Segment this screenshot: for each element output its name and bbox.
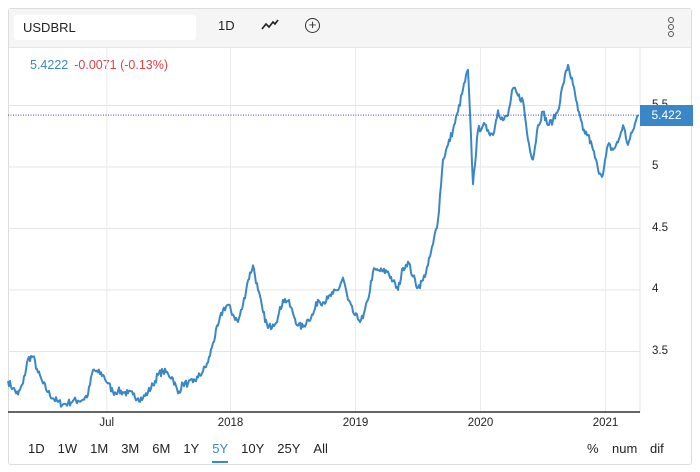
symbol-input[interactable] [14, 15, 196, 40]
kebab-menu-icon[interactable] [668, 17, 674, 38]
line-chart-icon[interactable] [261, 19, 279, 34]
range-5y[interactable]: 5Y [212, 441, 229, 463]
range-3m[interactable]: 3M [121, 441, 140, 456]
range-1m[interactable]: 1M [90, 441, 109, 456]
x-tick-label: 2018 [217, 417, 244, 429]
range-6m[interactable]: 6M [152, 441, 171, 456]
chart-widget [8, 8, 692, 465]
price-line-series [7, 63, 639, 408]
current-price: 5.4222 [30, 58, 69, 72]
mode-percent[interactable]: % [587, 441, 599, 456]
range-all[interactable]: All [313, 441, 328, 456]
x-tick-label: 2020 [467, 417, 494, 429]
price-change: -0.0071 (-0.13%) [74, 58, 169, 72]
y-tick-label: 3.5 [652, 344, 668, 357]
range-1w[interactable]: 1W [57, 441, 78, 456]
y-tick-label: 5 [652, 160, 659, 172]
mode-dif[interactable]: dif [650, 441, 664, 456]
range-25y[interactable]: 25Y [277, 441, 301, 456]
range-1d[interactable]: 1D [28, 441, 45, 456]
x-tick-label: 2019 [342, 417, 369, 429]
last-price-tag: 5.422 [640, 105, 693, 126]
price-readout: 5.4222 -0.0071 (-0.13%) [30, 58, 168, 72]
x-tick-label: 2021 [592, 417, 619, 429]
y-tick-label: 4 [652, 283, 659, 295]
x-tick-label: Jul [99, 417, 115, 429]
plus-circle-icon[interactable]: + [305, 18, 320, 33]
range-10y[interactable]: 10Y [241, 441, 265, 456]
range-1y[interactable]: 1Y [183, 441, 200, 456]
range-selector: 1D 1W 1M 3M 6M 1Y 5Y 10Y 25Y All [28, 441, 341, 463]
interval-button[interactable]: 1D [218, 18, 235, 33]
mode-num[interactable]: num [612, 441, 638, 456]
y-tick-label: 4.5 [652, 221, 668, 234]
